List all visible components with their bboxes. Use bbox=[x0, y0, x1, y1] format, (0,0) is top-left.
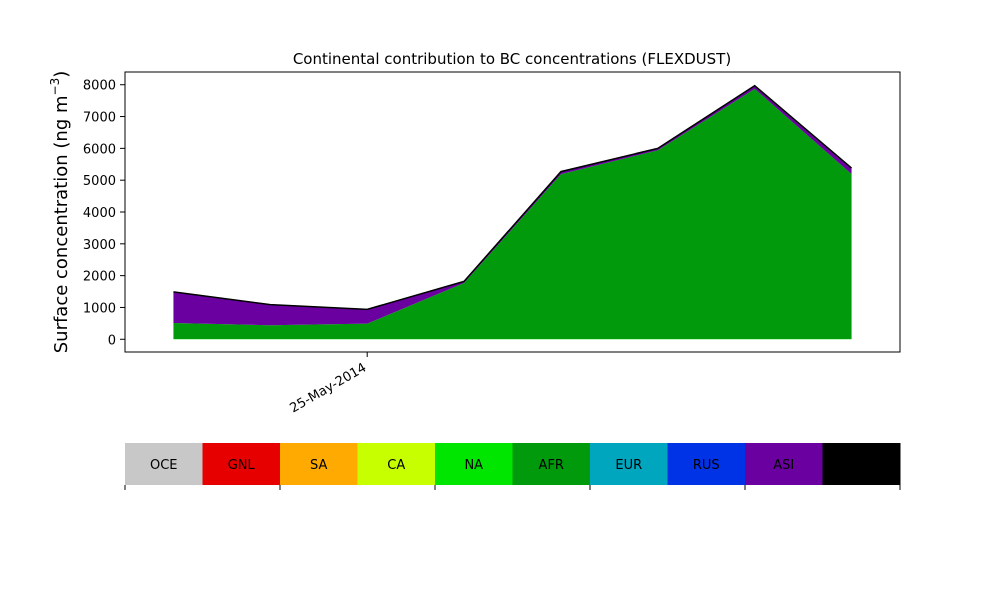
y-tick-label: 1000 bbox=[83, 301, 116, 316]
stacked-areas bbox=[173, 84, 853, 340]
colorbar-cell-gnl bbox=[202, 443, 281, 485]
colorbar-label: SA bbox=[310, 458, 327, 473]
colorbar-label: AUS bbox=[848, 458, 875, 473]
y-tick-label: 5000 bbox=[83, 174, 116, 189]
colorbar-label: ASI bbox=[773, 458, 794, 473]
colorbar-label: NA bbox=[464, 458, 483, 473]
y-axis: 0 1000 2000 3000 4000 5000 6000 7000 8000 bbox=[83, 79, 125, 348]
total-outline bbox=[173, 84, 853, 311]
colorbar-label: OCE bbox=[150, 458, 178, 473]
colorbar-legend: OCE GNL SA CA NA AFR EUR RUS ASI AUS bbox=[124, 443, 901, 490]
y-tick-label: 6000 bbox=[83, 142, 116, 157]
colorbar-cell-oce bbox=[125, 443, 203, 485]
colorbar-label: EUR bbox=[615, 458, 642, 473]
y-axis-label: Surface concentration (ng m−3) bbox=[48, 71, 72, 354]
y-tick-label: 8000 bbox=[83, 79, 116, 94]
x-tick-label: 25-May-2014 bbox=[288, 360, 370, 416]
y-tick-label: 4000 bbox=[83, 206, 116, 221]
colorbar-cell-na bbox=[435, 443, 513, 485]
colorbar-cell-rus bbox=[667, 443, 746, 485]
y-tick-label: 3000 bbox=[83, 238, 116, 253]
chart-title: Continental contribution to BC concentra… bbox=[293, 50, 731, 68]
colorbar-cell-eur bbox=[590, 443, 668, 485]
colorbar-cell-ca bbox=[357, 443, 436, 485]
y-axis-label-main: Surface concentration (ng m bbox=[51, 95, 72, 353]
y-tick-label: 2000 bbox=[83, 270, 116, 285]
colorbar-cell-sa bbox=[280, 443, 358, 485]
y-axis-label-close: ) bbox=[51, 71, 72, 78]
x-axis: 25-May-2014 bbox=[288, 352, 370, 416]
colorbar-cell-aus bbox=[822, 443, 901, 485]
colorbar-cell-asi bbox=[745, 443, 823, 485]
area-afr bbox=[173, 88, 852, 339]
colorbar-cell-afr bbox=[512, 443, 591, 485]
colorbar-label: RUS bbox=[693, 458, 720, 473]
colorbar-label: GNL bbox=[228, 458, 256, 473]
y-axis-label-exponent: −3 bbox=[48, 78, 62, 96]
y-tick-label: 7000 bbox=[83, 111, 116, 126]
colorbar-label: AFR bbox=[539, 458, 564, 473]
y-tick-label: 0 bbox=[108, 333, 116, 348]
colorbar-label: CA bbox=[387, 458, 405, 473]
